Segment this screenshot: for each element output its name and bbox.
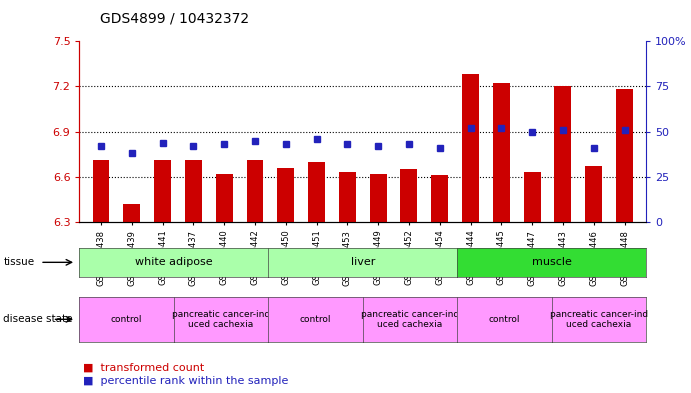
Text: control: control — [111, 315, 142, 324]
Bar — [154, 160, 171, 222]
Bar — [124, 204, 140, 222]
Text: ■  percentile rank within the sample: ■ percentile rank within the sample — [83, 376, 288, 386]
Text: control: control — [489, 315, 520, 324]
Bar — [339, 172, 356, 222]
Bar — [277, 168, 294, 222]
Text: white adipose: white adipose — [135, 257, 213, 267]
Text: control: control — [300, 315, 331, 324]
Bar — [216, 174, 233, 222]
Bar — [462, 74, 479, 222]
Bar — [493, 83, 510, 222]
Text: liver: liver — [350, 257, 375, 267]
Bar — [401, 169, 417, 222]
Text: muscle: muscle — [531, 257, 571, 267]
Text: pancreatic cancer-ind
uced cachexia: pancreatic cancer-ind uced cachexia — [172, 310, 270, 329]
Bar — [431, 175, 448, 222]
Bar — [524, 172, 540, 222]
Text: pancreatic cancer-ind
uced cachexia: pancreatic cancer-ind uced cachexia — [361, 310, 459, 329]
Bar — [308, 162, 325, 222]
Text: ■  transformed count: ■ transformed count — [83, 362, 204, 373]
Bar — [185, 160, 202, 222]
Text: disease state: disease state — [3, 314, 73, 324]
Bar — [585, 166, 602, 222]
Bar — [370, 174, 387, 222]
Text: pancreatic cancer-ind
uced cachexia: pancreatic cancer-ind uced cachexia — [550, 310, 648, 329]
Bar — [616, 90, 633, 222]
Bar — [247, 160, 263, 222]
Bar — [554, 86, 571, 222]
Text: GDS4899 / 10432372: GDS4899 / 10432372 — [100, 11, 249, 26]
Bar — [93, 160, 109, 222]
Text: tissue: tissue — [3, 257, 35, 267]
